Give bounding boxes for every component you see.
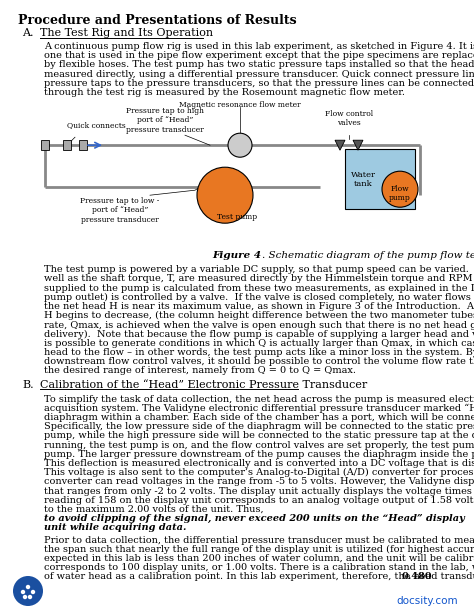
Circle shape xyxy=(382,171,418,207)
Text: A.: A. xyxy=(22,28,34,38)
Text: one that is used in the pipe flow experiment except that the pipe specimens are : one that is used in the pipe flow experi… xyxy=(44,51,474,60)
Text: is possible to generate conditions in which Q is actually larger than Qmax, in w: is possible to generate conditions in wh… xyxy=(44,339,474,348)
Bar xyxy=(345,149,415,209)
Text: running, the test pump is on, and the flow control valves are set properly, the : running, the test pump is on, and the fl… xyxy=(44,441,474,449)
Text: the net head H is near its maximum value, as shown in Figure 3 of the Introducti: the net head H is near its maximum value… xyxy=(44,302,474,311)
Text: reading of 158 on the display unit corresponds to an analog voltage output of 1.: reading of 158 on the display unit corre… xyxy=(44,496,474,504)
Text: acquisition system. The Validyne electronic differential pressure transducer mar: acquisition system. The Validyne electro… xyxy=(44,404,474,413)
Text: expected in this lab is less than 200 inches of water column, and the unit will : expected in this lab is less than 200 in… xyxy=(44,554,474,563)
Text: Flow control
valves: Flow control valves xyxy=(325,110,373,128)
Text: H begins to decrease, (the column height difference between the two manometer tu: H begins to decrease, (the column height… xyxy=(44,311,474,321)
Text: The test pump is powered by a variable DC supply, so that pump speed can be vari: The test pump is powered by a variable D… xyxy=(44,265,474,274)
Polygon shape xyxy=(353,140,363,150)
Text: to avoid clipping of the signal, never exceed 200 units on the “Head” display: to avoid clipping of the signal, never e… xyxy=(44,514,465,524)
Text: This voltage is also sent to the computer’s Analog-to-Digital (A/D) converter fo: This voltage is also sent to the compute… xyxy=(44,468,474,478)
Text: Test pump: Test pump xyxy=(217,213,257,221)
Text: Calibration of the “Head” Electronic Pressure Transducer: Calibration of the “Head” Electronic Pre… xyxy=(40,379,367,390)
Bar xyxy=(79,140,87,150)
Circle shape xyxy=(228,133,252,157)
Text: to the maximum 2.00 volts of the unit. Thus,: to the maximum 2.00 volts of the unit. T… xyxy=(44,505,264,514)
Text: downstream flow control valves, it should be possible to control the volume flow: downstream flow control valves, it shoul… xyxy=(44,357,474,366)
Text: well as the shaft torque, T, are measured directly by the Himmelstein torque and: well as the shaft torque, T, are measure… xyxy=(44,275,474,283)
Circle shape xyxy=(197,167,253,223)
Text: Figure 4: Figure 4 xyxy=(212,251,262,260)
Text: supplied to the pump is calculated from these two measurements, as explained in : supplied to the pump is calculated from … xyxy=(44,284,474,293)
Text: B.: B. xyxy=(22,379,34,390)
Text: corresponds to 100 display units, or 1.00 volts. There is a calibration stand in: corresponds to 100 display units, or 1.0… xyxy=(44,563,474,572)
Text: that ranges from only -2 to 2 volts. The display unit actually displays the volt: that ranges from only -2 to 2 volts. The… xyxy=(44,487,474,495)
Text: pressure taps to the pressure transducers, so that the pressure lines can be con: pressure taps to the pressure transducer… xyxy=(44,79,474,88)
Text: Pressure tap to low -
port of “Head”
pressure transducer: Pressure tap to low - port of “Head” pre… xyxy=(80,197,160,224)
Text: the desired range of interest, namely from Q = 0 to Q = Qmax.: the desired range of interest, namely fr… xyxy=(44,367,356,375)
Text: . Schematic diagram of the pump flow test rig.: . Schematic diagram of the pump flow tes… xyxy=(262,251,474,260)
Circle shape xyxy=(13,576,43,606)
Text: This deflection is measured electronically and is converted into a DC voltage th: This deflection is measured electronical… xyxy=(44,459,474,468)
Text: pump, while the high pressure side will be connected to the static pressure tap : pump, while the high pressure side will … xyxy=(44,432,474,440)
Text: To simplify the task of data collection, the net head across the pump is measure: To simplify the task of data collection,… xyxy=(44,395,474,403)
Text: Quick connects: Quick connects xyxy=(67,121,126,129)
Text: measured directly, using a differential pressure transducer. Quick connect press: measured directly, using a differential … xyxy=(44,70,474,78)
Text: delivery).  Note that because the flow pump is capable of supplying a larger hea: delivery). Note that because the flow pu… xyxy=(44,330,474,339)
Text: of water head as a calibration point. In this lab experiment, therefore, the hea: of water head as a calibration point. In… xyxy=(44,573,474,581)
Text: unit while acquiring data.: unit while acquiring data. xyxy=(44,524,186,533)
Text: pump. The larger pressure downstream of the pump causes the diaphragm inside the: pump. The larger pressure downstream of … xyxy=(44,450,474,459)
Text: diaphragm within a chamber. Each side of the chamber has a port, which will be c: diaphragm within a chamber. Each side of… xyxy=(44,413,474,422)
Circle shape xyxy=(28,595,32,599)
Bar xyxy=(63,140,71,150)
Polygon shape xyxy=(335,140,345,150)
Text: Specifically, the low pressure side of the diaphragm will be connected to the st: Specifically, the low pressure side of t… xyxy=(44,422,474,431)
Text: Pressure tap to high
port of “Head”
pressure transducer: Pressure tap to high port of “Head” pres… xyxy=(126,107,204,134)
Text: The Test Rig and Its Operation: The Test Rig and Its Operation xyxy=(40,28,213,38)
Circle shape xyxy=(21,590,25,594)
Text: Water
tank: Water tank xyxy=(350,170,375,188)
Circle shape xyxy=(23,595,27,599)
Text: 0.480: 0.480 xyxy=(402,573,433,581)
Text: rate, Qmax, is achieved when the valve is open enough such that there is no net : rate, Qmax, is achieved when the valve i… xyxy=(44,321,474,330)
Text: pump outlet) is controlled by a valve.  If the valve is closed completely, no wa: pump outlet) is controlled by a valve. I… xyxy=(44,293,474,302)
Text: by flexible hoses. The test pump has two static pressure taps installed so that : by flexible hoses. The test pump has two… xyxy=(44,61,474,69)
Circle shape xyxy=(31,590,35,594)
Text: through the test rig is measured by the Rosemount magnetic flow meter.: through the test rig is measured by the … xyxy=(44,88,405,97)
Text: Flow
pump: Flow pump xyxy=(389,185,411,202)
Text: docsity.com: docsity.com xyxy=(396,596,458,606)
Bar xyxy=(41,140,49,150)
Text: A continuous pump flow rig is used in this lab experiment, as sketched in Figure: A continuous pump flow rig is used in th… xyxy=(44,42,474,51)
Text: converter can read voltages in the range from -5 to 5 volts. However, the Validy: converter can read voltages in the range… xyxy=(44,478,474,486)
Text: the span such that nearly the full range of the display unit is utilized (for hi: the span such that nearly the full range… xyxy=(44,545,474,554)
Text: Magnetic resonance flow meter: Magnetic resonance flow meter xyxy=(179,101,301,109)
Text: Prior to data collection, the differential pressure transducer must be calibrate: Prior to data collection, the differenti… xyxy=(44,536,474,544)
Circle shape xyxy=(26,585,30,589)
Text: Procedure and Presentations of Results: Procedure and Presentations of Results xyxy=(18,14,297,27)
Text: head to the flow – in other words, the test pump acts like a minor loss in the s: head to the flow – in other words, the t… xyxy=(44,348,474,357)
